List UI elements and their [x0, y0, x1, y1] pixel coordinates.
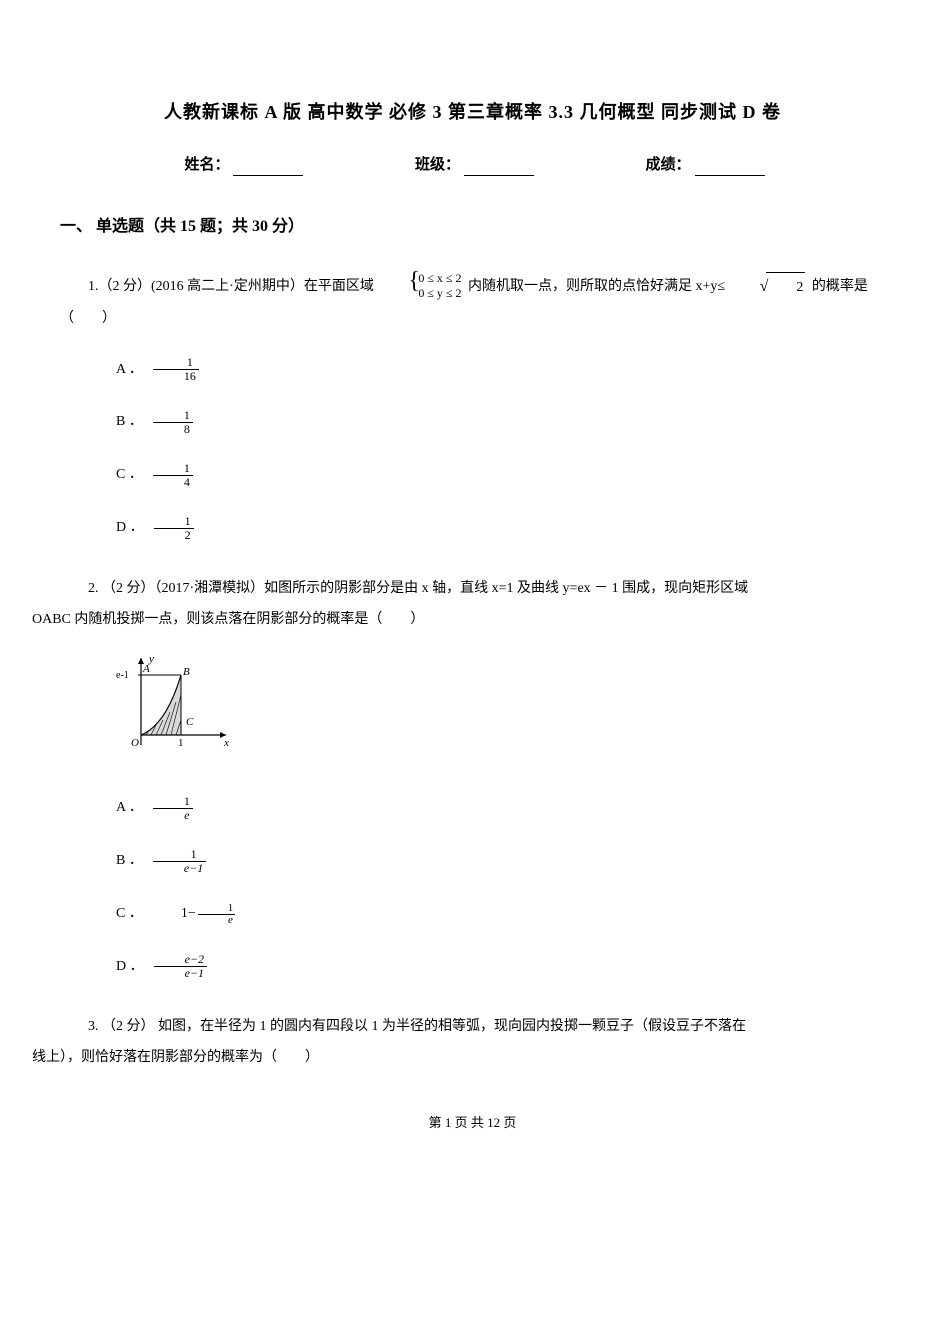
q3-line1: 3. （2 分） 如图，在半径为 1 的圆内有四段以 1 为半径的相等弧，现向园… — [88, 1019, 746, 1034]
footer-total: 12 — [487, 1115, 500, 1130]
option-label: A ． — [88, 793, 143, 824]
fraction: e−2e−1 — [154, 953, 207, 980]
q1-text: 1.（2 分）(2016 高二上·定州期中）在平面区域 0 ≤ x ≤ 2 0 … — [60, 269, 885, 335]
option-label: B ． — [88, 407, 143, 438]
question-3: 3. （2 分） 如图，在半径为 1 的圆内有四段以 1 为半径的相等弧，现向园… — [60, 1012, 885, 1074]
section-header: 一、 单选题（共 15 题；共 30 分） — [60, 216, 885, 238]
fraction: 1e−1 — [153, 848, 206, 875]
question-2: 2. （2 分）（2017·湘潭模拟）如图所示的阴影部分是由 x 轴，直线 x=… — [60, 574, 885, 983]
q1-option-c: C ． 14 — [88, 460, 885, 491]
fraction: 1e — [198, 903, 236, 926]
fraction: 1e — [153, 795, 193, 822]
svg-text:O: O — [131, 737, 139, 749]
option-prefix: 1− — [153, 899, 196, 930]
q2-option-c: C ． 1− 1e — [88, 899, 885, 930]
footer-after: 页 — [500, 1115, 516, 1130]
question-1: 1.（2 分）(2016 高二上·定州期中）在平面区域 0 ≤ x ≤ 2 0 … — [60, 269, 885, 544]
score-label: 成绩： — [646, 155, 691, 176]
svg-text:B: B — [183, 666, 190, 678]
form-row: 姓名： 班级： 成绩： — [60, 155, 885, 176]
q3-text: 3. （2 分） 如图，在半径为 1 的圆内有四段以 1 为半径的相等弧，现向园… — [60, 1012, 885, 1074]
svg-text:C: C — [186, 716, 194, 728]
q1-constraints: 0 ≤ x ≤ 2 0 ≤ y ≤ 2 — [380, 271, 461, 302]
q1-before: 1.（2 分）(2016 高二上·定州期中）在平面区域 — [88, 278, 374, 293]
sqrt-icon: √2 — [732, 269, 806, 304]
page-title: 人教新课标 A 版 高中数学 必修 3 第三章概率 3.3 几何概型 同步测试 … — [60, 100, 885, 125]
q1-constraint-1: 0 ≤ x ≤ 2 — [390, 271, 461, 287]
fraction: 116 — [153, 356, 199, 383]
class-underline — [464, 161, 534, 176]
q3-line2: 线上），则恰好落在阴影部分的概率为（ ） — [32, 1043, 319, 1074]
q1-mid: 内随机取一点，则所取的点恰好满足 x+y≤ — [468, 278, 729, 293]
q2-line1: 2. （2 分）（2017·湘潭模拟）如图所示的阴影部分是由 x 轴，直线 x=… — [88, 581, 748, 596]
fraction: 18 — [153, 409, 193, 436]
q1-options: A ． 116 B ． 18 C ． 14 D ． 12 — [88, 355, 885, 544]
name-underline — [233, 161, 303, 176]
page-footer: 第 1 页 共 12 页 — [60, 1114, 885, 1132]
option-label: D ． — [88, 952, 144, 983]
q2-option-b: B ． 1e−1 — [88, 846, 885, 877]
footer-before: 第 — [429, 1115, 445, 1130]
q1-option-a: A ． 116 — [88, 355, 885, 386]
svg-text:x: x — [223, 737, 229, 749]
fraction: 12 — [154, 515, 194, 542]
svg-text:e-1: e-1 — [116, 670, 129, 681]
option-label: B ． — [88, 846, 143, 877]
q2-options: A ． 1e B ． 1e−1 C ． 1− 1e D ． e−2e−1 — [88, 793, 885, 982]
q1-option-d: D ． 12 — [88, 513, 885, 544]
q2-text: 2. （2 分）（2017·湘潭模拟）如图所示的阴影部分是由 x 轴，直线 x=… — [60, 574, 885, 636]
class-label: 班级： — [415, 155, 460, 176]
option-label: D ． — [88, 513, 144, 544]
score-underline — [695, 161, 765, 176]
svg-text:1: 1 — [178, 737, 184, 749]
q2-graph: y e-1 A B C O 1 x — [88, 650, 885, 773]
q2-line2: OABC 内随机投掷一点，则该点落在阴影部分的概率是（ ） — [32, 605, 424, 636]
fraction: 14 — [153, 462, 193, 489]
svg-text:A: A — [142, 663, 150, 675]
q2-option-a: A ． 1e — [88, 793, 885, 824]
name-label: 姓名： — [184, 155, 229, 176]
q1-constraint-2: 0 ≤ y ≤ 2 — [390, 286, 461, 302]
q2-option-d: D ． e−2e−1 — [88, 952, 885, 983]
q1-option-b: B ． 18 — [88, 407, 885, 438]
footer-mid: 页 共 — [451, 1115, 487, 1130]
option-label: C ． — [88, 460, 143, 491]
option-label: A ． — [88, 355, 143, 386]
option-label: C ． — [88, 899, 143, 930]
graph-icon: y e-1 A B C O 1 x — [116, 650, 236, 760]
